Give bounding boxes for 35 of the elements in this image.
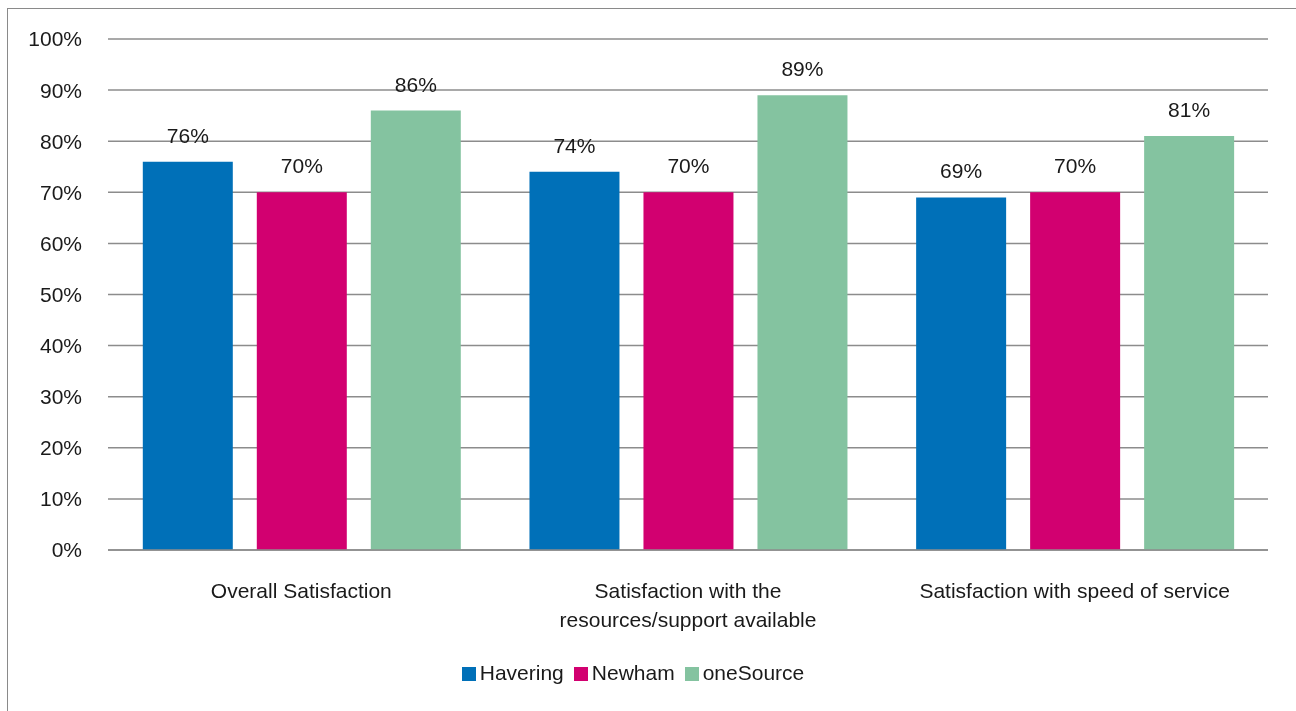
y-tick-label: 70% [39, 180, 82, 204]
bar [1030, 192, 1121, 550]
data-label: 70% [280, 154, 323, 178]
data-label: 76% [166, 123, 209, 147]
y-tick-label: 20% [39, 436, 82, 460]
bar [757, 95, 848, 550]
bar [1144, 136, 1235, 550]
bar [142, 161, 233, 550]
legend-label: oneSource [702, 661, 805, 684]
data-label: 70% [1054, 154, 1097, 178]
legend-label: Havering [479, 661, 564, 684]
x-tick-label: Satisfaction with speed of service [919, 578, 1230, 602]
x-tick-label: Overall Satisfaction [210, 578, 392, 602]
data-label: 70% [667, 154, 710, 178]
y-tick-label: 80% [39, 129, 82, 153]
x-tick-label: Satisfaction with the resources/support available [559, 578, 817, 632]
y-tick-label: 30% [39, 385, 82, 409]
bar [370, 110, 461, 550]
data-label: 89% [781, 57, 824, 81]
y-tick-label: 90% [39, 78, 82, 102]
data-label: 74% [553, 133, 596, 157]
bar [529, 171, 620, 550]
y-tick-label: 100% [28, 27, 82, 51]
legend-label: Newham [591, 661, 675, 684]
data-label: 81% [1168, 98, 1211, 122]
y-tick-label: 40% [39, 334, 82, 358]
y-tick-label: 10% [39, 487, 82, 511]
bar [256, 192, 347, 550]
y-tick-label: 50% [39, 282, 82, 306]
y-tick-label: 60% [39, 231, 82, 255]
bar [643, 192, 734, 550]
y-tick-label: 0% [51, 538, 82, 562]
bar [916, 197, 1007, 550]
data-label: 69% [940, 159, 983, 183]
data-label: 86% [394, 72, 437, 96]
